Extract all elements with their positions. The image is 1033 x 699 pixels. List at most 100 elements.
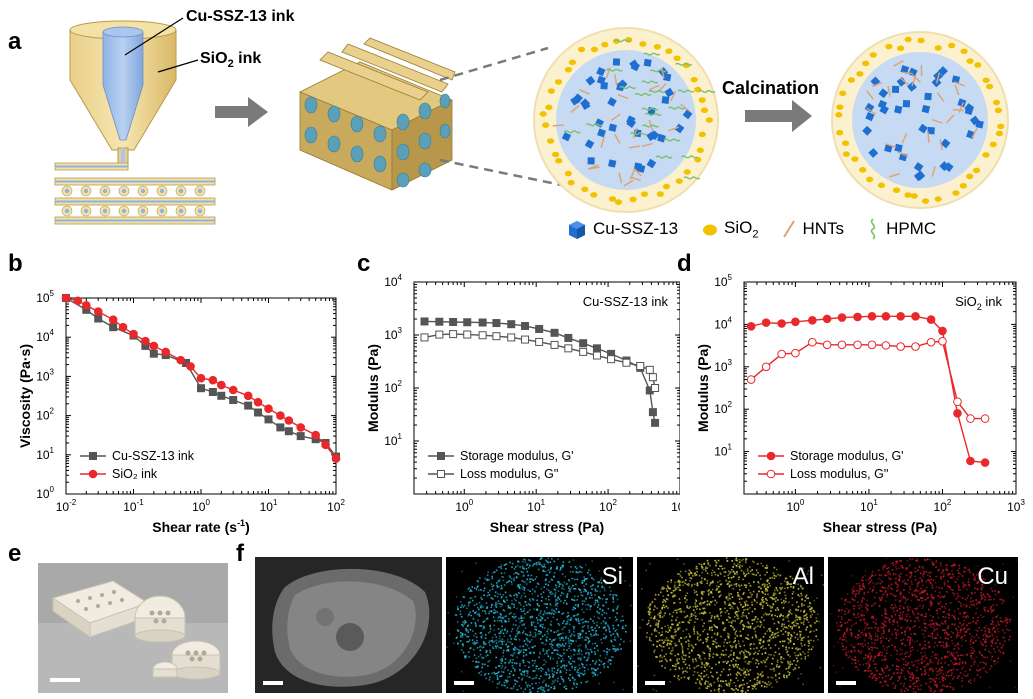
silica-particle xyxy=(608,196,617,202)
data-point xyxy=(837,313,847,322)
halloysite-nanotube xyxy=(893,60,904,67)
data-point xyxy=(208,375,218,385)
zeolite-crystal xyxy=(913,162,924,172)
x-tick-label: 10-1 xyxy=(123,498,144,514)
scale-bar xyxy=(645,681,665,685)
zeolite-crystal xyxy=(561,132,572,142)
halloysite-nanotube xyxy=(936,92,945,102)
x-tick-label: 100 xyxy=(455,498,473,514)
silica-particle xyxy=(960,48,968,55)
silica-particle xyxy=(539,111,547,117)
data-point xyxy=(264,415,273,424)
silica-particle xyxy=(847,77,855,83)
hpmc-chain xyxy=(563,130,581,134)
silica-particle xyxy=(545,104,553,111)
green-wave-icon xyxy=(870,218,876,240)
data-point xyxy=(149,349,158,358)
silica-particle xyxy=(862,60,870,67)
y-tick-label: 104 xyxy=(384,273,402,289)
x-axis-label: Shear rate (s-1) xyxy=(152,518,250,535)
silica-particle xyxy=(554,79,563,85)
silica-particle xyxy=(856,71,864,77)
data-point xyxy=(622,358,631,367)
hpmc-chain xyxy=(641,107,659,111)
data-point xyxy=(276,411,285,420)
data-point xyxy=(435,330,444,339)
zeolite-crystal xyxy=(584,139,595,149)
silica-particle xyxy=(542,122,550,128)
hpmc-chain xyxy=(634,92,652,96)
zeolite-crystal xyxy=(663,73,672,82)
data-point xyxy=(808,315,817,325)
eds-map-al: Al xyxy=(637,557,824,693)
yellow-dot-icon xyxy=(703,224,718,236)
silica-particle xyxy=(877,182,886,189)
data-point xyxy=(535,324,544,333)
silica-particle xyxy=(673,55,681,62)
printed-monoliths-photo xyxy=(38,563,228,693)
data-point xyxy=(93,307,103,316)
log-pile-scaffold xyxy=(299,37,456,191)
x-axis-label: Shear stress (Pa) xyxy=(823,519,937,535)
legend-label: Loss modulus, G'' xyxy=(460,467,559,481)
zeolite-crystal xyxy=(626,115,636,125)
sem-image xyxy=(255,557,442,693)
hpmc-chain xyxy=(614,39,632,43)
data-point xyxy=(217,391,226,400)
data-point xyxy=(896,342,905,351)
zeolite-crystal xyxy=(674,123,685,134)
series-line xyxy=(750,340,986,420)
halloysite-nanotube xyxy=(633,167,642,177)
y-tick-label: 102 xyxy=(36,407,54,423)
data-point xyxy=(579,347,588,356)
zeolite-crystal xyxy=(643,58,652,67)
hpmc-chain xyxy=(619,86,637,90)
silica-particle xyxy=(546,138,555,144)
data-point xyxy=(108,315,118,324)
halloysite-nanotube xyxy=(911,75,917,87)
legend-label-sio2: SiO2 xyxy=(724,217,759,241)
data-point xyxy=(463,330,472,339)
chart-panel-d: 100 101 102 103 101 102 103 104 105 Shear stress … xyxy=(695,273,1025,535)
zeolite-crystal xyxy=(964,106,974,116)
panel-a-schematic xyxy=(54,17,1009,225)
zeolite-crystal xyxy=(608,159,617,168)
data-point xyxy=(746,375,756,384)
legend-label-hnts: HNTs xyxy=(802,219,845,238)
zeolite-crystal xyxy=(682,109,693,120)
data-point xyxy=(507,333,516,342)
zeolite-crystal xyxy=(894,143,903,153)
zeolite-crystal xyxy=(607,97,617,107)
halloysite-nanotube xyxy=(630,176,641,182)
cross-section-before xyxy=(533,27,719,213)
panel-label-c: c xyxy=(357,250,371,277)
series-1 xyxy=(420,330,660,392)
data-point xyxy=(911,342,920,351)
zeolite-crystal xyxy=(894,105,903,114)
silica-particle xyxy=(577,46,586,53)
plot-frame xyxy=(65,297,337,495)
y-tick-label: 102 xyxy=(714,400,732,416)
silica-particle xyxy=(995,130,1004,137)
data-point xyxy=(197,384,205,393)
data-point xyxy=(938,326,947,336)
data-point xyxy=(82,301,91,310)
data-point xyxy=(296,423,306,432)
silica-particle xyxy=(552,151,560,158)
hpmc-chain xyxy=(644,112,662,116)
silica-particle xyxy=(982,152,990,158)
data-point xyxy=(254,408,263,417)
y-axis-label: Viscosity (Pa·s) xyxy=(17,344,33,448)
halloysite-nanotube xyxy=(632,127,638,139)
cross-section-after xyxy=(831,31,1009,209)
data-point xyxy=(607,355,616,364)
silica-particle xyxy=(989,141,997,148)
silica-particle xyxy=(567,179,575,186)
scale-bar xyxy=(263,681,283,685)
data-point xyxy=(217,380,226,390)
blue-cube-icon xyxy=(569,221,585,239)
silica-particle xyxy=(700,107,709,114)
halloysite-nanotube xyxy=(610,113,621,121)
silica-particle xyxy=(959,182,967,189)
halloysite-nanotube xyxy=(579,89,590,95)
